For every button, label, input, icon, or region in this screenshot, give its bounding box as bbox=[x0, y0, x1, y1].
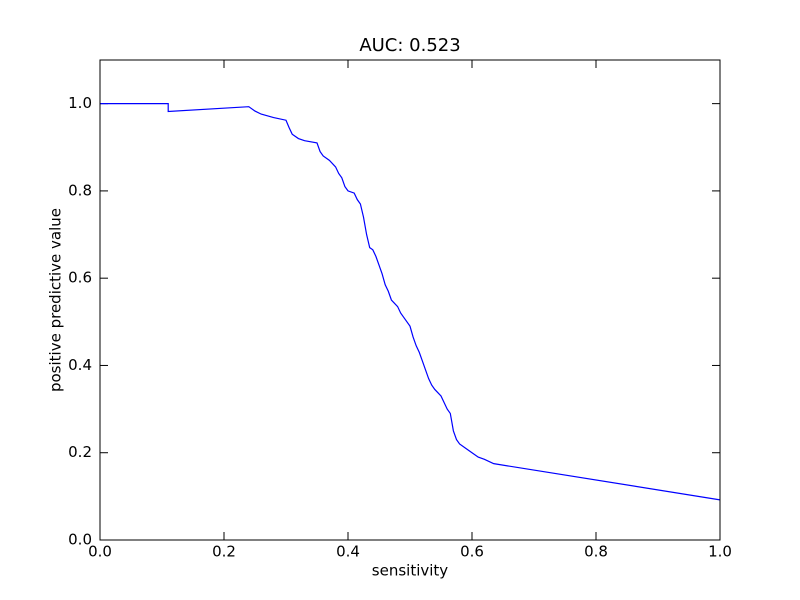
chart-title: AUC: 0.523 bbox=[359, 35, 460, 56]
x-tick-label: 0.6 bbox=[460, 543, 484, 561]
x-tick-label: 0.0 bbox=[88, 543, 112, 561]
y-tick-label: 0.6 bbox=[68, 269, 92, 287]
y-tick-label: 0.8 bbox=[68, 181, 92, 199]
y-tick-label: 1.0 bbox=[68, 94, 92, 112]
x-tick-label: 0.2 bbox=[212, 543, 236, 561]
y-tick-label: 0.0 bbox=[68, 531, 92, 549]
y-tick-label: 0.2 bbox=[68, 443, 92, 461]
y-axis-label: positive predictive value bbox=[47, 208, 65, 392]
x-tick-label: 0.4 bbox=[336, 543, 360, 561]
x-axis-label: sensitivity bbox=[372, 562, 449, 580]
plot-frame bbox=[99, 59, 721, 541]
x-tick-label: 0.8 bbox=[584, 543, 608, 561]
y-tick-label: 0.4 bbox=[68, 356, 92, 374]
x-tick-label: 1.0 bbox=[708, 543, 732, 561]
line bbox=[100, 103, 721, 501]
